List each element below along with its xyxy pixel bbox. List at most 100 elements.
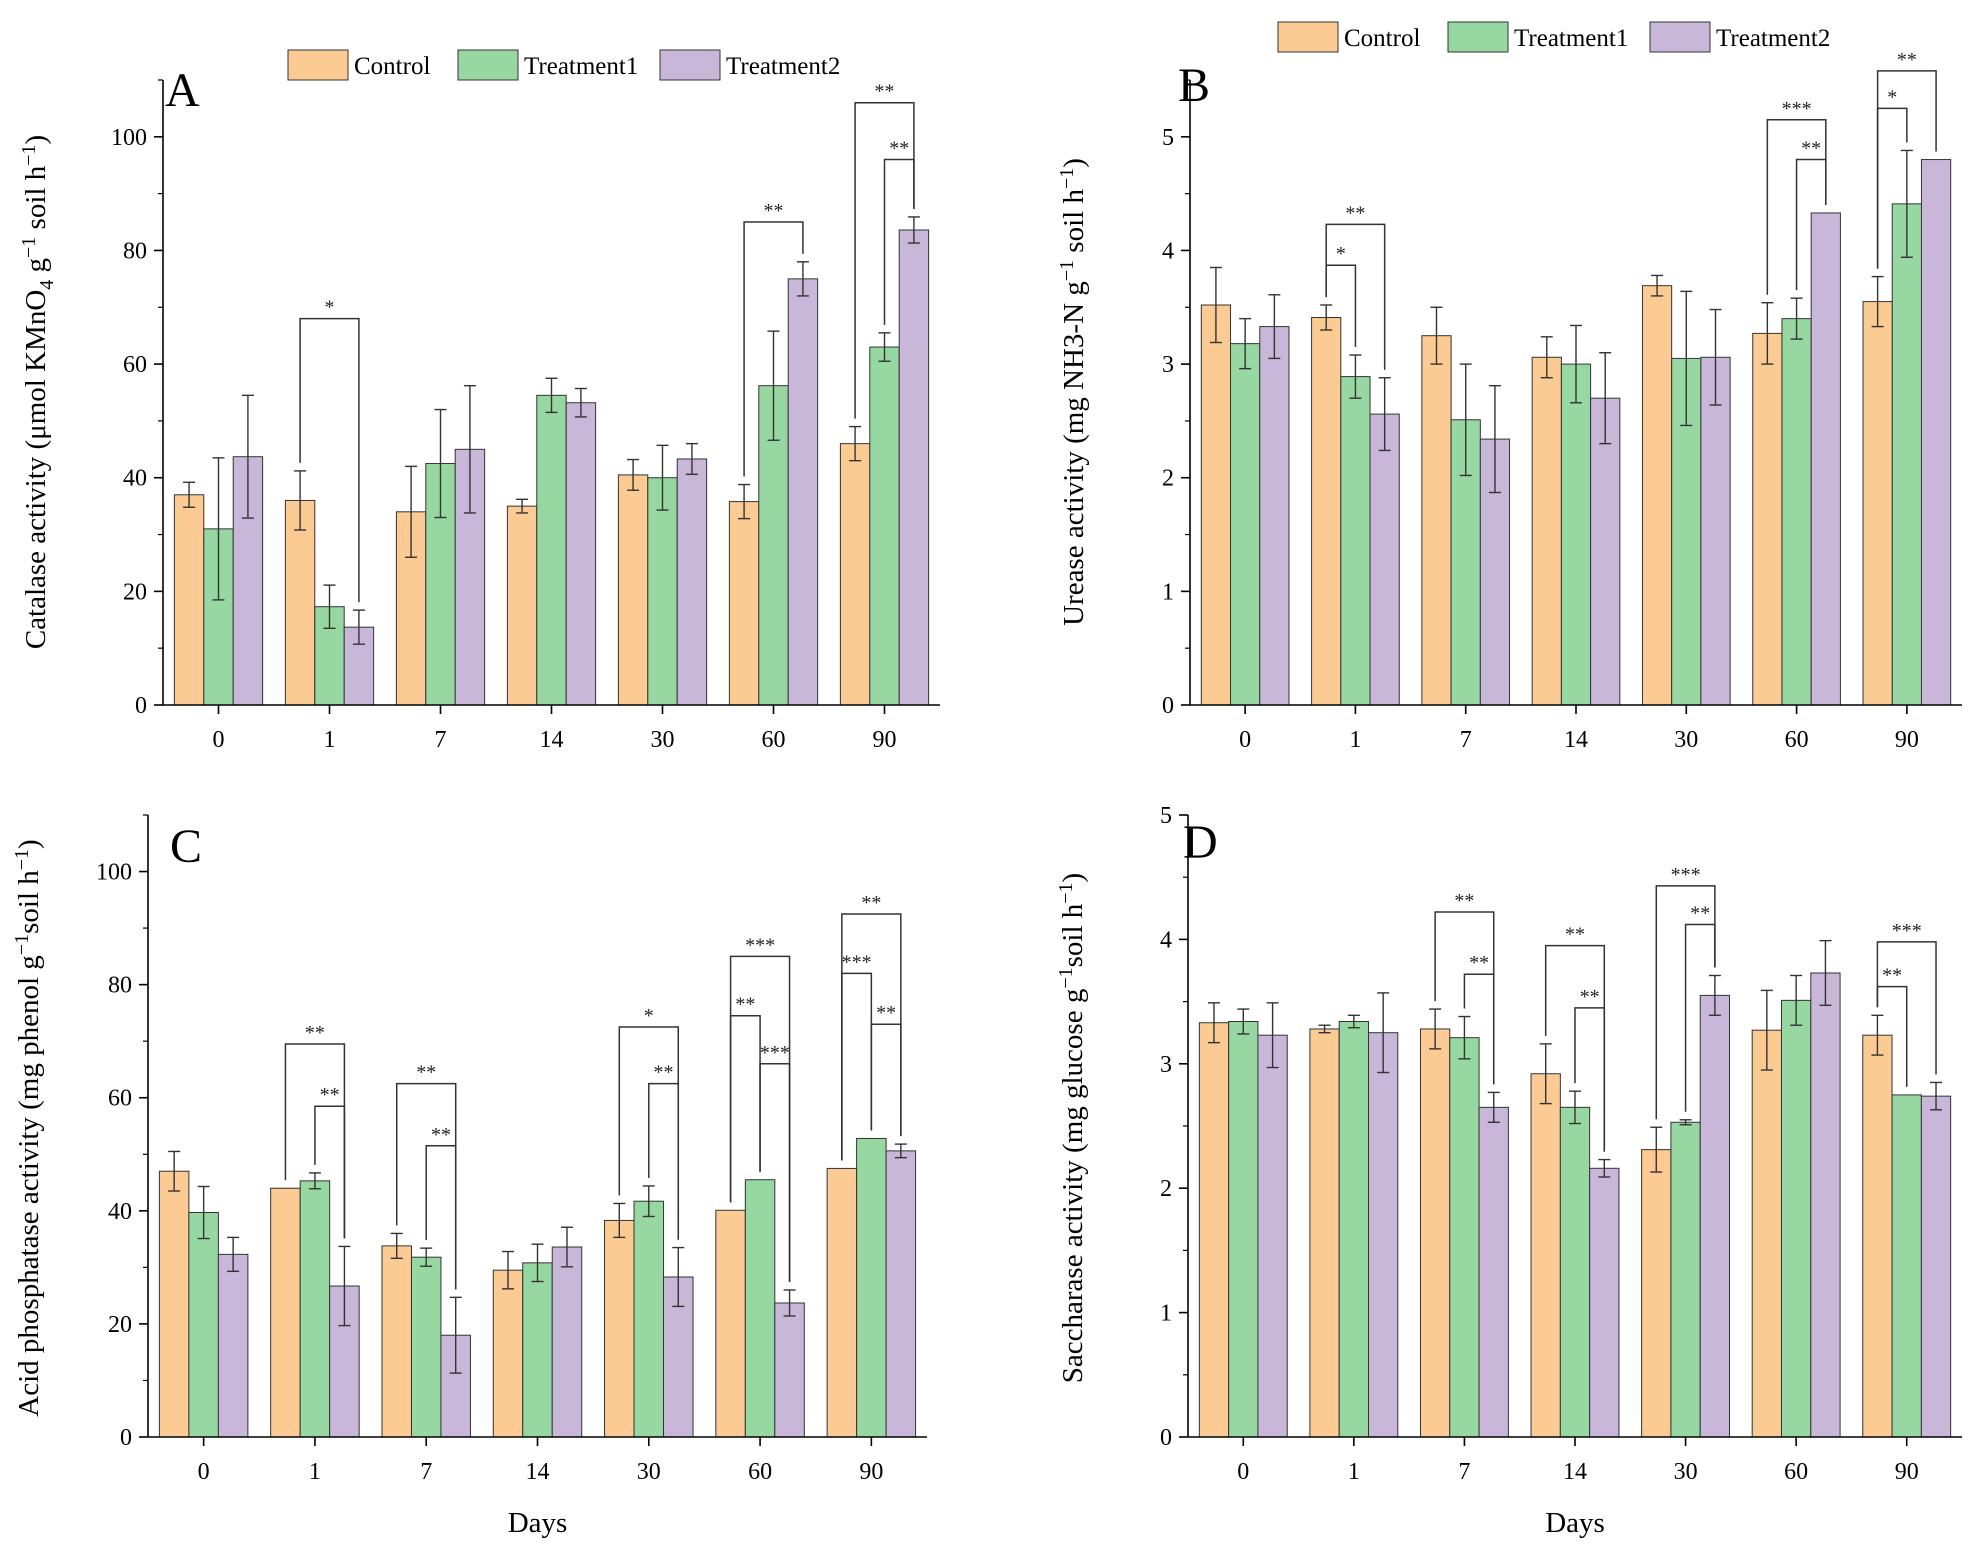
bar-treatment1-90: [856, 1137, 887, 1438]
bar-treatment2-14: [1589, 1167, 1620, 1438]
panel-letter: B: [1178, 59, 1210, 112]
legend-label-treatment2: Treatment2: [1716, 25, 1830, 52]
bar-treatment1-60: [1781, 318, 1812, 706]
y-axis-title-part: soil h: [20, 165, 52, 236]
significance-bracket: [1876, 941, 1937, 1075]
bar-treatment2-0: [1257, 1034, 1288, 1438]
significance-bracket: [1325, 223, 1386, 370]
legend-label-treatment1: Treatment1: [524, 53, 638, 80]
y-axis-title-part: 4: [36, 280, 58, 290]
bar-treatment1-14: [1560, 363, 1592, 706]
bar-treatment1-14: [1559, 1106, 1591, 1438]
bar-treatment2-7: [1478, 1106, 1509, 1438]
y-tick-label: 40: [108, 1199, 132, 1225]
significance-bracket: [729, 955, 791, 1282]
y-axis-title-part: g: [20, 258, 52, 280]
significance-label: **: [1690, 902, 1710, 924]
bar-treatment1-30: [1671, 357, 1702, 706]
panel-letter: A: [165, 64, 200, 117]
x-tick-label: 60: [1785, 727, 1809, 753]
x-tick-label: 0: [1239, 727, 1251, 753]
bar-treatment2-14: [551, 1246, 583, 1438]
y-tick-label: 20: [123, 579, 147, 605]
significance-label: **: [320, 1084, 340, 1106]
bar-treatment1-30: [647, 477, 678, 706]
y-axis-title-part: ): [13, 839, 45, 849]
significance-bracket: [854, 101, 915, 419]
y-tick-label: 0: [1162, 693, 1174, 719]
bar-control-90: [1862, 301, 1893, 706]
bar-treatment1-14: [522, 1262, 553, 1438]
significance-label: **: [431, 1124, 451, 1146]
bar-control-0: [173, 494, 205, 706]
y-axis-title: Saccharase activity (mg glucose g−1soil …: [1055, 873, 1089, 1383]
bar-control-1: [1311, 317, 1342, 706]
bar-treatment2-1: [1369, 413, 1400, 706]
x-tick-label: 0: [198, 1459, 210, 1485]
bar-control-1: [1309, 1028, 1340, 1438]
significance-bracket: [870, 1023, 902, 1137]
x-tick-label: 0: [213, 727, 225, 753]
y-axis-title-part: soil h: [13, 870, 45, 934]
y-tick-label: 5: [1160, 803, 1172, 829]
significance-label: **: [861, 892, 881, 914]
y-tick-label: 40: [123, 466, 147, 492]
x-tick-label: 1: [324, 727, 336, 753]
legend-swatch-treatment1: [457, 49, 519, 81]
bar-treatment1-1: [1340, 376, 1371, 706]
significance-label: **: [875, 81, 895, 103]
y-axis-title-part: Catalase activity (μmol KMnO: [20, 290, 52, 649]
y-tick-label: 4: [1160, 927, 1172, 953]
bar-control-30: [1641, 285, 1673, 706]
bar-treatment1-7: [410, 1256, 442, 1438]
y-axis-title-part: Acid phosphatase activity (mg phenol g: [13, 955, 45, 1416]
panel-a: A 0 20 40 60 80 100 0 1 7 14 30 60 90 Catalase activit…: [18, 49, 940, 753]
bar-control-60: [728, 501, 760, 706]
bar-control-90: [839, 443, 871, 706]
bar-treatment1-90: [1891, 1094, 1922, 1438]
bar-treatment2-14: [565, 402, 597, 706]
bar-control-14: [506, 505, 538, 706]
bar-control-60: [715, 1209, 746, 1438]
y-tick-label: 0: [1160, 1425, 1172, 1451]
x-tick-label: 30: [1674, 1459, 1698, 1485]
bar-treatment1-90: [869, 346, 900, 706]
x-tick-label: 1: [309, 1459, 321, 1485]
y-tick-label: 80: [108, 973, 132, 999]
x-tick-label: 1: [1348, 1459, 1360, 1485]
significance-label: **: [889, 138, 909, 160]
y-axis-title-part: −1: [18, 237, 40, 258]
legend-label-treatment2: Treatment2: [726, 53, 840, 80]
y-axis-title-part: soil h: [1057, 903, 1089, 967]
significance-label: **: [764, 200, 784, 222]
x-tick-label: 60: [762, 727, 786, 753]
significance-label: **: [1897, 49, 1917, 71]
bar-control-90: [1862, 1034, 1893, 1438]
x-tick-label: 30: [651, 727, 675, 753]
y-axis-title: Catalase activity (μmol KMnO4 g−1 soil h…: [18, 135, 58, 649]
bar-treatment1-60: [1780, 999, 1812, 1438]
significance-label: **: [1801, 138, 1821, 160]
bar-control-0: [158, 1170, 190, 1438]
bar-control-14: [1531, 356, 1562, 706]
bar-treatment2-60: [787, 278, 819, 706]
significance-label: *: [644, 1005, 654, 1027]
significance-label: *: [1336, 243, 1346, 265]
x-tick-label: 30: [637, 1459, 661, 1485]
significance-label: **: [1580, 986, 1600, 1008]
x-tick-label: 14: [540, 727, 564, 753]
x-tick-label: 30: [1674, 727, 1698, 753]
y-tick-label: 0: [120, 1425, 132, 1451]
significance-label: **: [416, 1062, 436, 1084]
significance-label: ***: [1671, 864, 1701, 886]
y-tick-label: 0: [135, 693, 147, 719]
y-tick-label: 60: [108, 1086, 132, 1112]
bar-treatment2-90: [898, 229, 930, 706]
x-tick-label: 60: [1784, 1459, 1808, 1485]
y-tick-label: 80: [123, 238, 147, 264]
significance-bracket: [841, 972, 873, 1161]
legend-label-control: Control: [354, 53, 430, 80]
bar-treatment1-1: [299, 1180, 331, 1438]
y-tick-label: 60: [123, 352, 147, 378]
